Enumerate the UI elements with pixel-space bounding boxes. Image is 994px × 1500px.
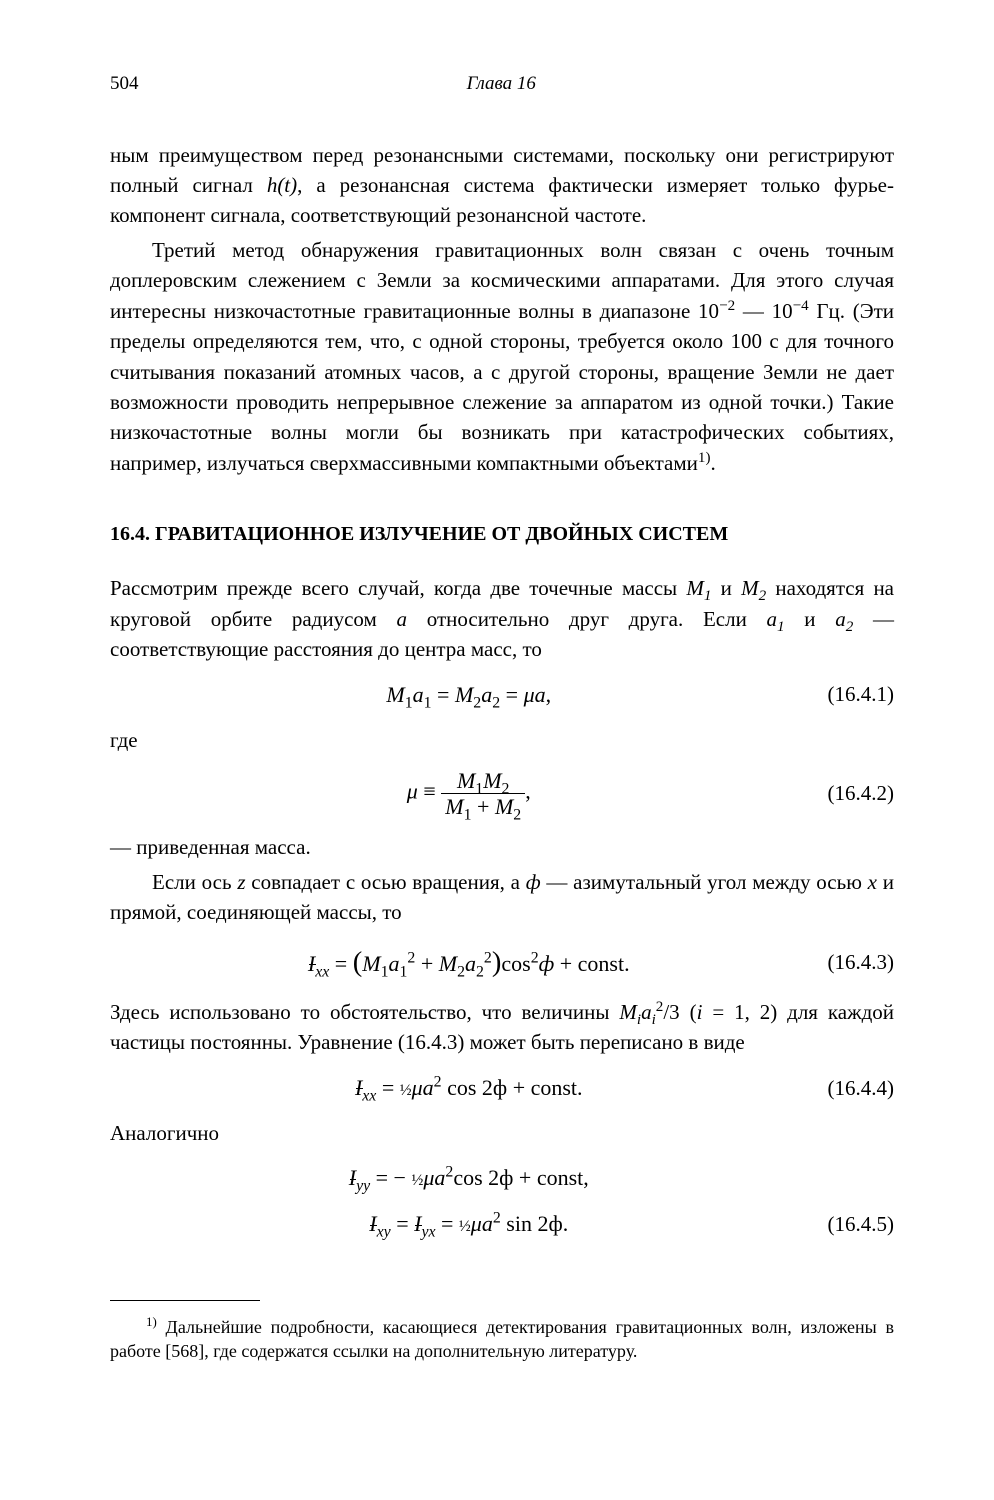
- equation-number: (16.4.3): [828, 947, 895, 977]
- text-gde: где: [110, 725, 894, 755]
- equation-16-4-5a: Iyy = − ½μa2cos 2ф + const, (16.4.5): [110, 1162, 894, 1194]
- page-number: 504: [110, 70, 139, 98]
- footnote-divider: [110, 1300, 260, 1301]
- equation-number: (16.4.4): [828, 1073, 895, 1103]
- section-heading: 16.4. ГРАВИТАЦИОННОЕ ИЗЛУЧЕНИЕ ОТ ДВОЙНЫ…: [110, 520, 894, 549]
- footnote-1: 1) Дальнейшие подробности, касающиеся де…: [110, 1315, 894, 1364]
- equation-16-4-4: Ixx = ½μa2 cos 2ф + const. (16.4.4): [110, 1072, 894, 1104]
- equation-16-4-2: μ ≡ M1M2M1 + M2, (16.4.2): [110, 769, 894, 818]
- paragraph-3: Рассмотрим прежде всего случай, когда дв…: [110, 573, 894, 664]
- equation-number: (16.4.5): [828, 1209, 895, 1239]
- text-reduced-mass: — приведенная масса.: [110, 832, 894, 862]
- equation-16-4-3: Ixx = (M1a12 + M2a22)cos2ф + const. (16.…: [110, 942, 894, 983]
- paragraph-5: Здесь использовано то обстоятельство, чт…: [110, 997, 894, 1058]
- equation-number: (16.4.2): [828, 778, 895, 808]
- chapter-heading: Глава 16: [467, 70, 536, 98]
- page-header: 504 Глава 16: [110, 70, 894, 98]
- text-analogichno: Аналогично: [110, 1118, 894, 1148]
- paragraph-4: Если ось z совпадает с осью вращения, а …: [110, 867, 894, 928]
- paragraph-2: Третий метод обнаружения гравитационных …: [110, 235, 894, 479]
- paragraph-1: ным преимуществом перед резонансными сис…: [110, 140, 894, 231]
- equation-number: (16.4.1): [828, 679, 895, 709]
- equation-16-4-1: M1a1 = M2a2 = μa, (16.4.1): [110, 679, 894, 711]
- equation-16-4-5b: Ixy = Iyx = ½μa2 sin 2ф. (16.4.5): [110, 1208, 894, 1240]
